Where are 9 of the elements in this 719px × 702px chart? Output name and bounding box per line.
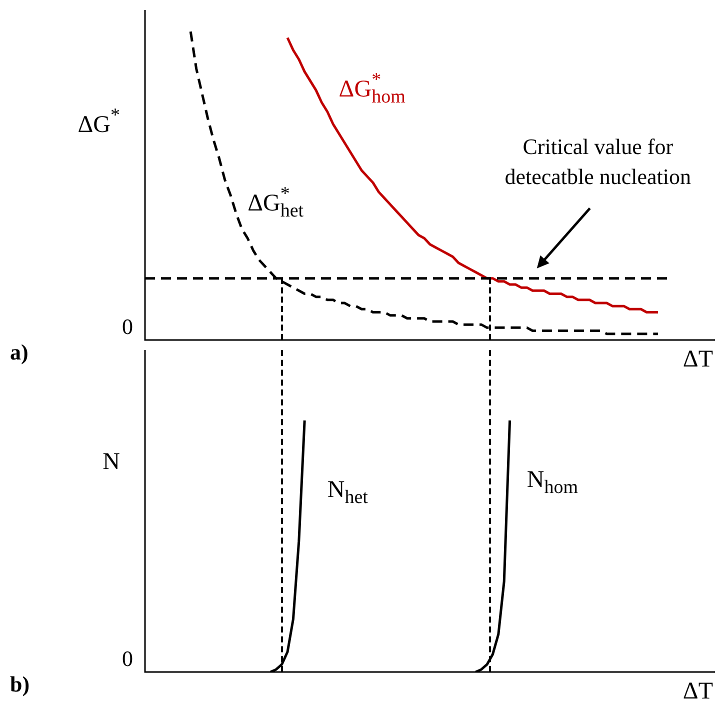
y-axis-title: N — [102, 448, 120, 475]
text: b) — [10, 672, 30, 697]
text: a) — [10, 340, 28, 365]
text: 0 — [122, 314, 133, 339]
text: 0 — [122, 646, 133, 671]
x-axis-title: ΔT — [682, 678, 714, 702]
x-axis-title: ΔT — [682, 346, 714, 372]
y-axis-title: ΔG* — [78, 104, 120, 138]
annotation: Critical value for detecatble nucleation — [504, 134, 692, 190]
